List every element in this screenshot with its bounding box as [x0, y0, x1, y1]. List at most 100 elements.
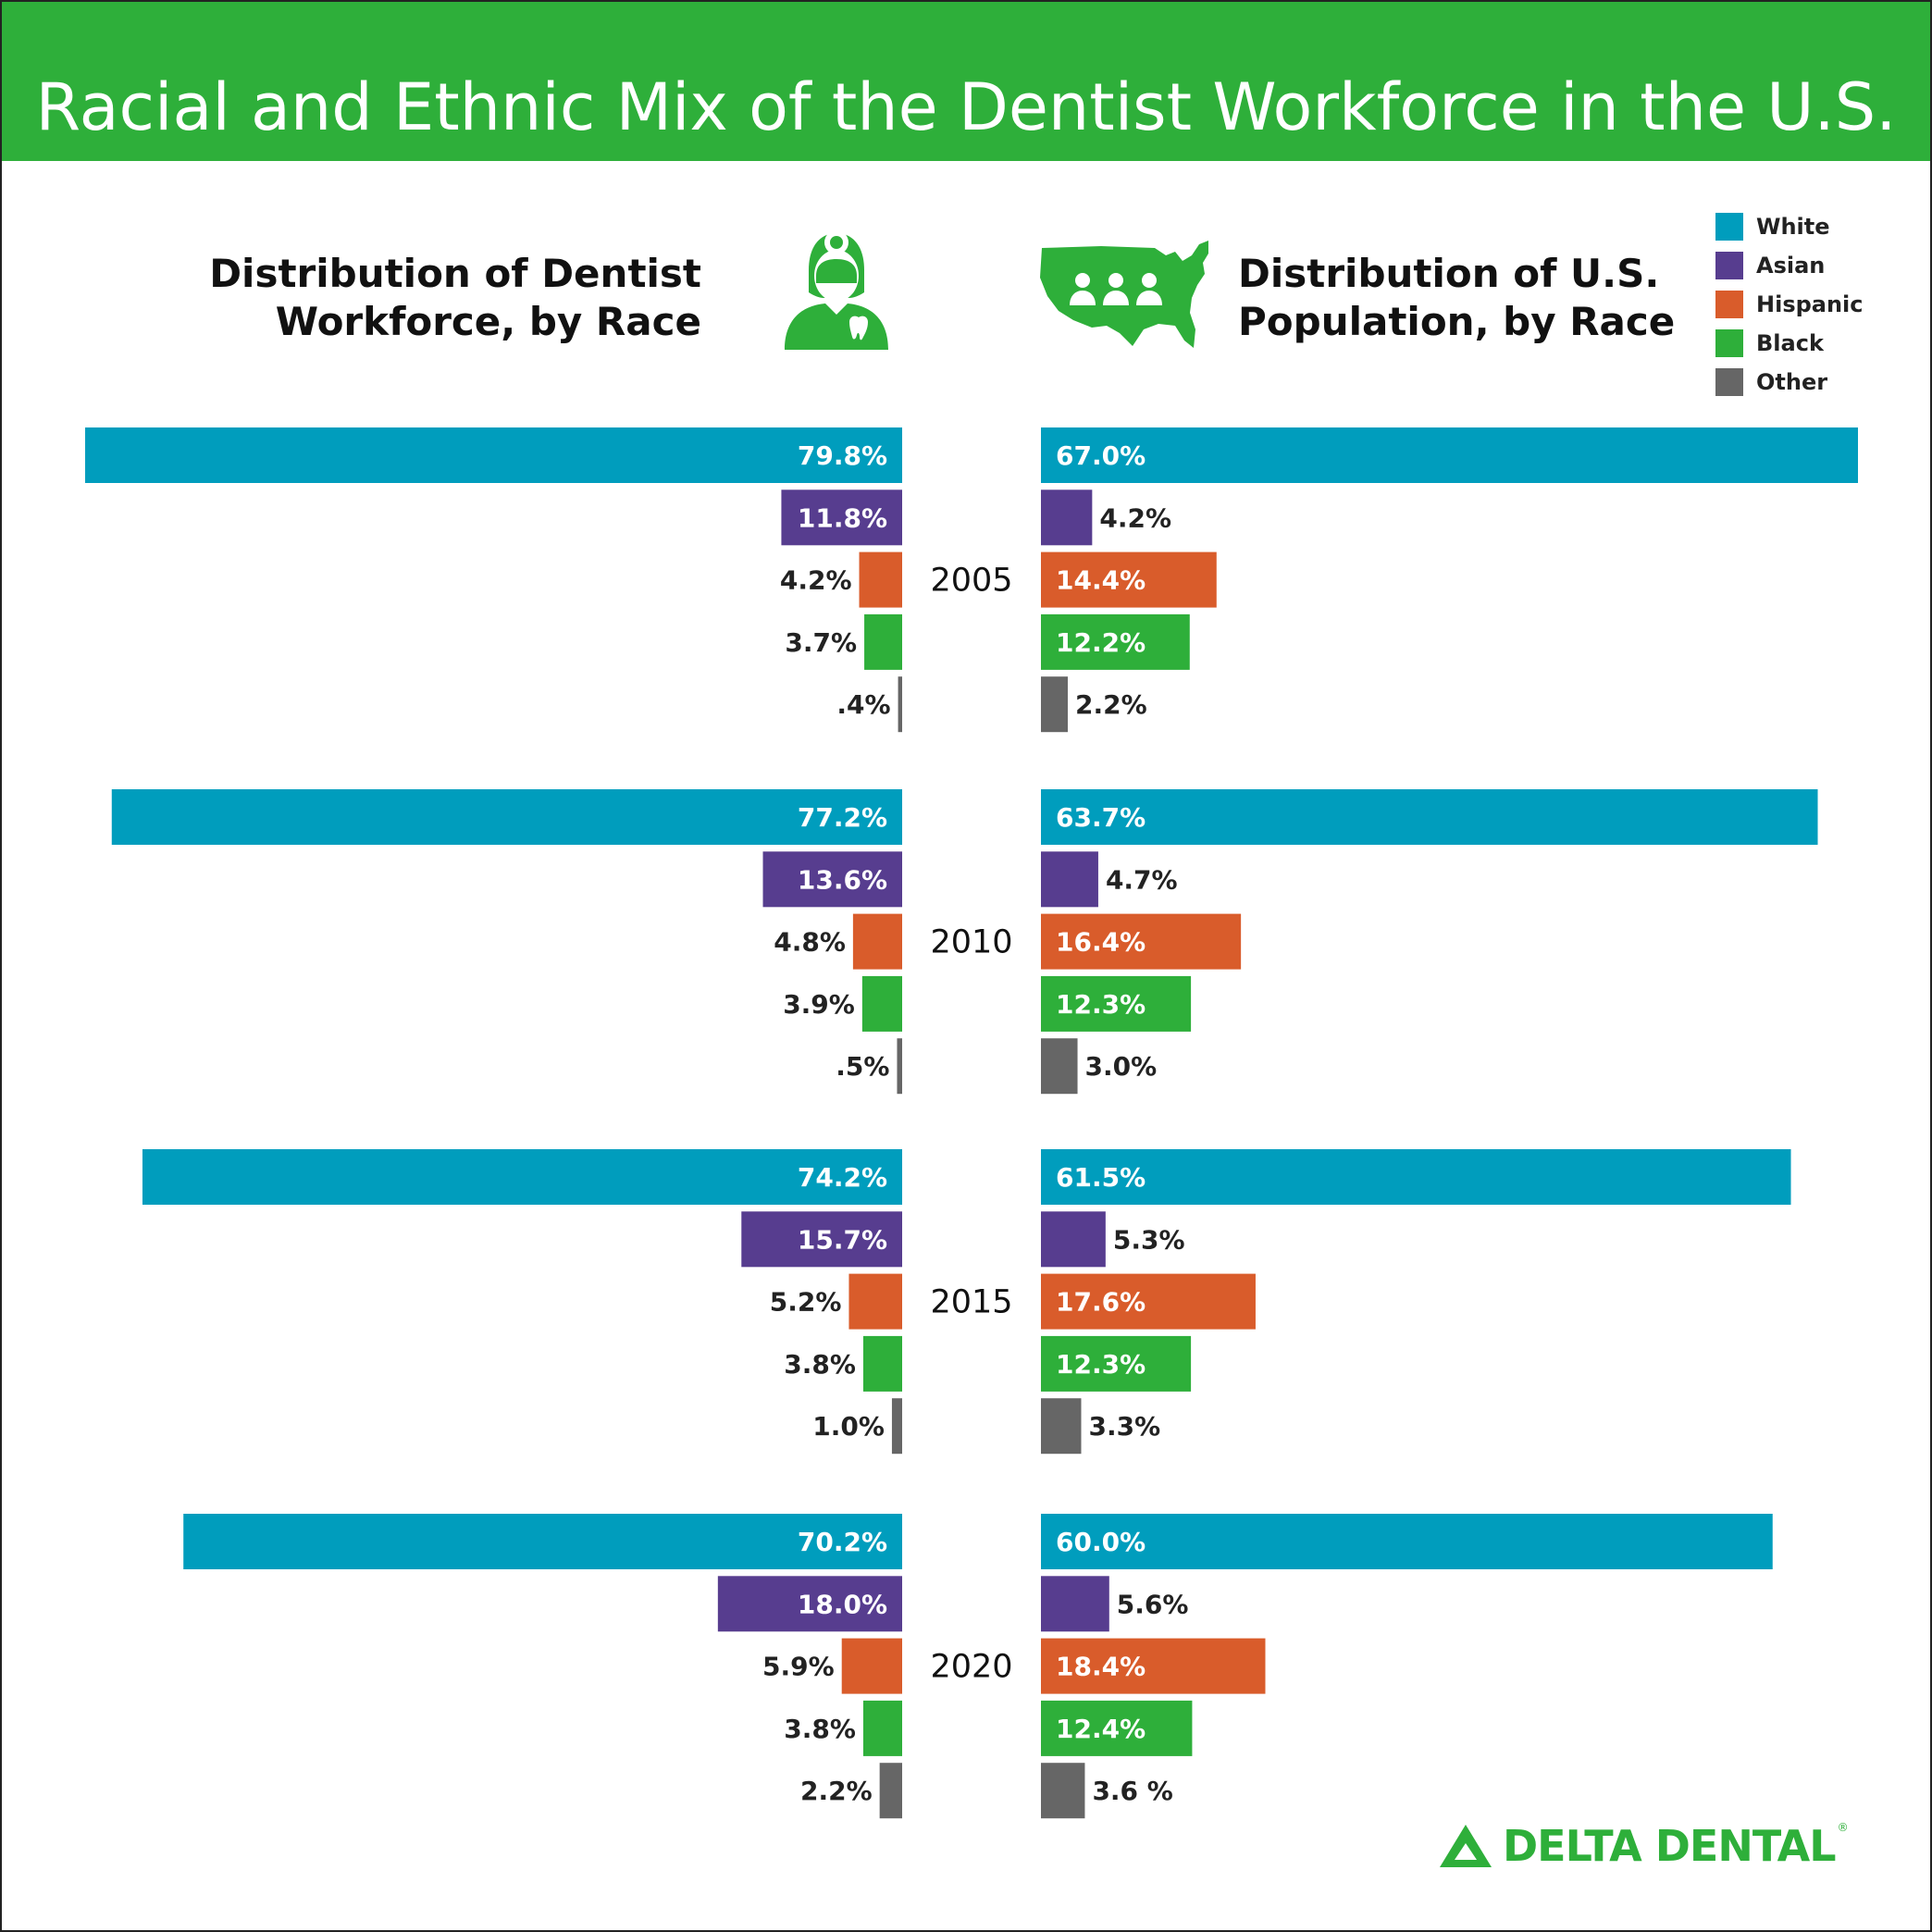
bar-population-2020-other	[1041, 1763, 1085, 1819]
bar-population-2005-other	[1041, 676, 1068, 733]
label-dentist-2020-hispanic: 5.9%	[762, 1652, 835, 1682]
bar-population-2020-black	[1041, 1700, 1193, 1756]
label-dentist-2005-white: 79.8%	[798, 440, 887, 471]
label-population-2015-black: 12.3%	[1056, 1349, 1146, 1380]
bar-dentist-2010-other	[897, 1038, 902, 1095]
label-dentist-2020-black: 3.8%	[784, 1714, 856, 1744]
label-population-2020-black: 12.4%	[1056, 1714, 1146, 1744]
bar-population-2015-white	[1041, 1149, 1791, 1205]
bar-dentist-2020-other	[879, 1763, 902, 1819]
bar-dentist-2015-asian	[741, 1211, 902, 1268]
label-population-2005-asian: 4.2%	[1099, 502, 1171, 533]
year-label-2010: 2010	[930, 924, 1012, 961]
bar-dentist-2015-other	[891, 1398, 902, 1455]
label-dentist-2005-asian: 11.8%	[798, 502, 887, 533]
bar-dentist-2020-hispanic	[841, 1638, 902, 1694]
legend-swatch	[1715, 213, 1743, 241]
legend-swatch	[1715, 368, 1743, 396]
bar-dentist-2010-black	[861, 975, 902, 1032]
label-dentist-2005-black: 3.7%	[785, 627, 857, 658]
bar-dentist-2010-white	[111, 789, 903, 845]
label-dentist-2015-white: 74.2%	[798, 1162, 887, 1193]
bar-population-2010-asian	[1041, 851, 1098, 908]
year-label-2005: 2005	[930, 563, 1012, 600]
label-population-2010-hispanic: 16.4%	[1056, 927, 1146, 958]
label-dentist-2015-black: 3.8%	[784, 1349, 856, 1380]
label-population-2020-white: 60.0%	[1056, 1527, 1146, 1557]
legend-item-asian: Asian	[1715, 246, 1864, 285]
label-dentist-2020-other: 2.2%	[800, 1776, 873, 1806]
bar-population-2010-black	[1041, 975, 1192, 1032]
bar-population-2015-asian	[1041, 1211, 1106, 1268]
left-panel-title: Distribution of Dentist Workforce, by Ra…	[209, 251, 701, 344]
bar-dentist-2020-black	[862, 1700, 902, 1756]
label-population-2015-white: 61.5%	[1056, 1162, 1146, 1193]
bar-population-2010-white	[1041, 789, 1818, 845]
legend-label: Black	[1756, 330, 1824, 356]
label-population-2005-black: 12.2%	[1056, 627, 1146, 658]
label-population-2005-hispanic: 14.4%	[1056, 565, 1146, 596]
bar-dentist-2015-white	[142, 1149, 902, 1205]
bar-dentist-2005-white	[85, 427, 902, 483]
year-label-2020: 2020	[930, 1649, 1012, 1686]
bar-population-2020-white	[1041, 1514, 1773, 1569]
label-dentist-2005-other: .4%	[836, 689, 890, 720]
bar-population-2020-asian	[1041, 1576, 1109, 1632]
header-banner: Racial and Ethnic Mix of the Dentist Wor…	[2, 2, 1930, 161]
bar-dentist-2005-hispanic	[859, 551, 902, 608]
legend-item-black: Black	[1715, 324, 1864, 363]
bar-dentist-2015-black	[862, 1335, 902, 1392]
legend-item-hispanic: Hispanic	[1715, 285, 1864, 324]
label-dentist-2020-asian: 18.0%	[798, 1589, 887, 1619]
label-dentist-2010-other: .5%	[836, 1051, 889, 1082]
label-dentist-2010-white: 77.2%	[798, 802, 887, 833]
legend-label: Other	[1756, 369, 1828, 395]
bar-population-2010-hispanic	[1041, 913, 1242, 970]
label-population-2005-other: 2.2%	[1075, 689, 1147, 720]
delta-dental-logo: DELTA DENTAL ®	[1438, 1821, 1849, 1871]
us-map-people-icon	[1040, 241, 1208, 348]
label-population-2005-white: 67.0%	[1056, 440, 1146, 471]
bar-population-2015-hispanic	[1041, 1273, 1256, 1330]
label-dentist-2010-hispanic: 4.8%	[774, 927, 846, 958]
bar-dentist-2015-hispanic	[848, 1273, 902, 1330]
right-panel-title: Distribution of U.S. Population, by Race	[1238, 251, 1676, 344]
label-population-2010-asian: 4.7%	[1106, 864, 1178, 895]
label-population-2010-white: 63.7%	[1056, 802, 1146, 833]
bar-population-2005-white	[1041, 427, 1858, 483]
bar-population-2015-other	[1041, 1398, 1082, 1455]
bar-dentist-2020-white	[183, 1514, 902, 1569]
label-dentist-2005-hispanic: 4.2%	[780, 565, 852, 596]
bar-dentist-2020-asian	[717, 1576, 902, 1632]
label-population-2015-other: 3.3%	[1088, 1411, 1160, 1442]
bar-population-2015-black	[1041, 1335, 1192, 1392]
label-dentist-2010-asian: 13.6%	[798, 864, 887, 895]
bar-dentist-2005-black	[864, 613, 902, 670]
label-population-2010-other: 3.0%	[1085, 1051, 1158, 1082]
registered-mark: ®	[1837, 1821, 1849, 1834]
legend-label: White	[1756, 214, 1830, 240]
bar-dentist-2005-asian	[781, 489, 902, 546]
label-dentist-2020-white: 70.2%	[798, 1527, 887, 1557]
legend-label: Asian	[1756, 253, 1826, 279]
label-population-2010-black: 12.3%	[1056, 989, 1146, 1020]
legend-swatch	[1715, 329, 1743, 357]
bar-population-2005-hispanic	[1041, 551, 1217, 608]
label-dentist-2015-other: 1.0%	[812, 1411, 885, 1442]
label-dentist-2015-hispanic: 5.2%	[770, 1287, 842, 1318]
year-label-2015: 2015	[930, 1284, 1012, 1321]
label-dentist-2010-black: 3.9%	[783, 989, 855, 1020]
label-population-2015-hispanic: 17.6%	[1056, 1287, 1146, 1318]
bar-dentist-2010-hispanic	[852, 913, 902, 970]
legend-swatch	[1715, 252, 1743, 279]
bar-population-2005-black	[1041, 613, 1190, 670]
legend-item-white: White	[1715, 207, 1864, 246]
page-title: Racial and Ethnic Mix of the Dentist Wor…	[35, 69, 1897, 145]
delta-triangle-icon	[1440, 1825, 1492, 1867]
logo-text: DELTA DENTAL	[1503, 1821, 1837, 1871]
label-dentist-2015-asian: 15.7%	[798, 1224, 887, 1255]
legend-swatch	[1715, 291, 1743, 318]
bar-population-2010-other	[1041, 1038, 1078, 1095]
